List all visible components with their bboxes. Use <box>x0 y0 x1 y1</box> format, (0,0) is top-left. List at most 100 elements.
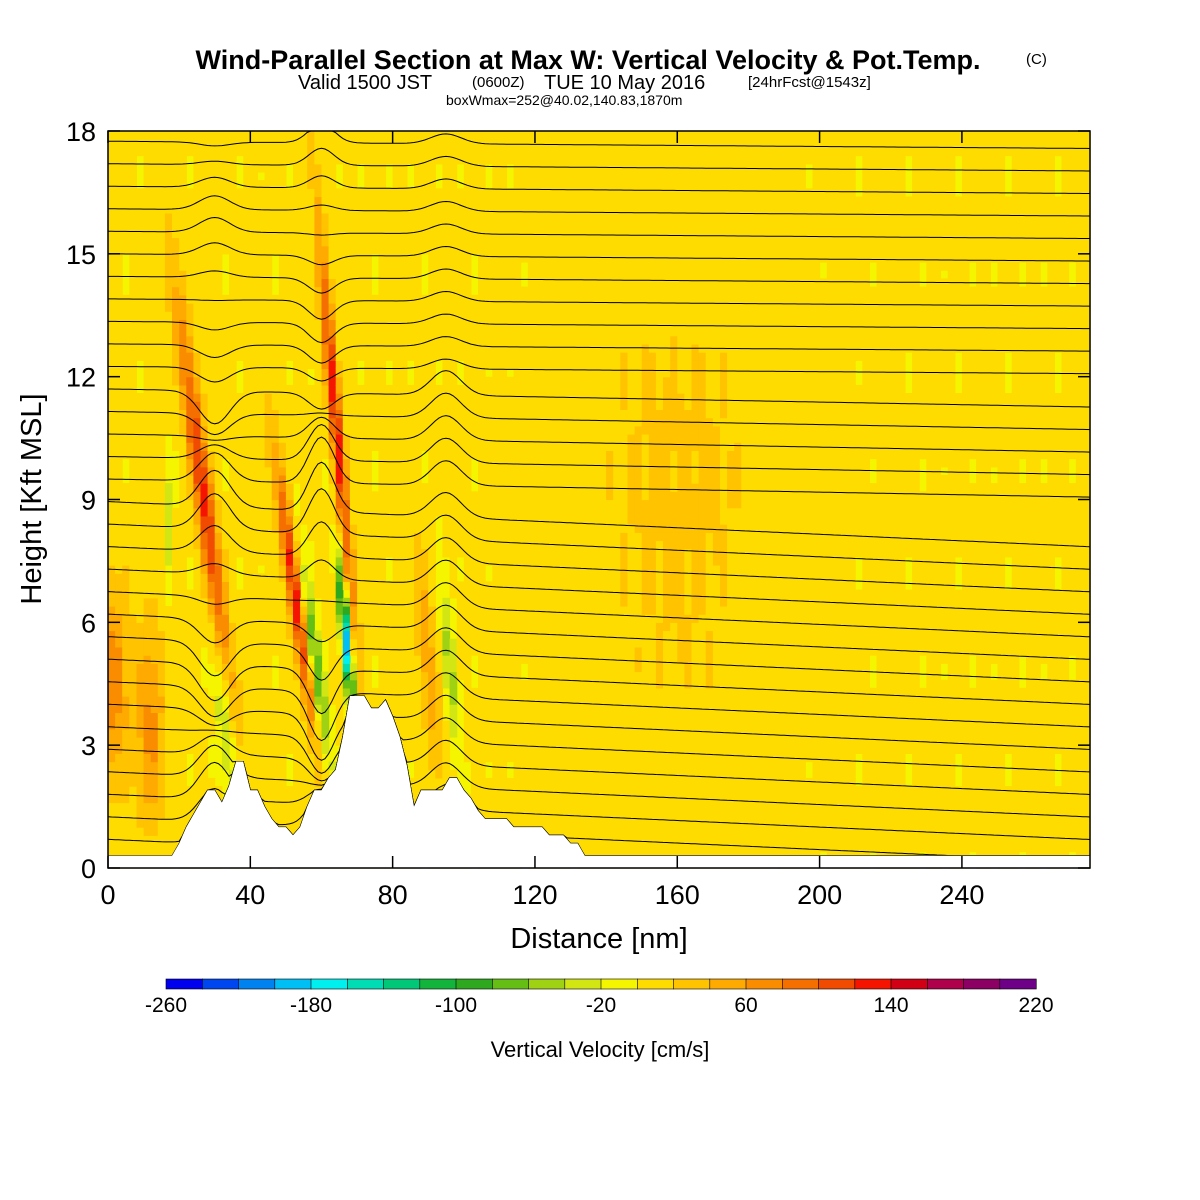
w-cell <box>492 687 500 697</box>
w-cell <box>421 663 429 673</box>
w-cell <box>520 720 529 730</box>
w-cell <box>392 335 401 345</box>
w-cell <box>492 245 500 255</box>
w-cell <box>513 818 522 828</box>
w-cell <box>478 245 486 255</box>
w-cell <box>285 614 294 623</box>
w-cell <box>314 384 323 394</box>
w-cell <box>478 131 486 140</box>
w-cell <box>186 499 194 509</box>
w-cell <box>250 630 258 640</box>
w-cell <box>321 180 330 189</box>
w-cell <box>143 671 152 681</box>
w-cell <box>264 655 273 664</box>
w-cell <box>236 221 244 230</box>
w-cell <box>164 245 173 255</box>
w-cell <box>115 679 123 689</box>
w-cell <box>250 425 258 435</box>
w-cell <box>193 614 202 623</box>
w-cell <box>492 786 500 795</box>
w-cell <box>143 188 152 198</box>
w-cell <box>364 450 372 460</box>
w-cell <box>463 327 472 337</box>
w-cell <box>513 753 522 763</box>
w-cell <box>236 679 244 689</box>
w-cell <box>122 507 130 517</box>
w-cell <box>271 163 280 173</box>
w-cell <box>442 679 451 689</box>
w-cell <box>513 311 522 320</box>
w-cell <box>179 360 187 370</box>
w-cell <box>527 425 536 435</box>
w-cell <box>449 720 458 730</box>
w-cell <box>164 212 173 222</box>
w-cell <box>414 262 422 271</box>
w-cell <box>278 212 287 222</box>
w-cell <box>399 278 408 288</box>
w-cell <box>172 638 180 648</box>
w-cell <box>293 401 301 410</box>
w-cell <box>236 737 244 746</box>
w-cell <box>527 515 536 525</box>
w-cell <box>378 614 387 623</box>
w-cell <box>314 221 323 230</box>
w-cell <box>378 442 387 451</box>
w-cell <box>414 425 422 435</box>
w-cell <box>357 139 365 148</box>
w-cell <box>143 417 152 427</box>
w-cell <box>406 384 415 394</box>
w-cell <box>506 474 515 484</box>
w-cell <box>470 573 479 582</box>
w-cell <box>257 491 266 501</box>
w-cell <box>293 466 301 476</box>
w-cell <box>478 794 486 804</box>
w-cell <box>428 417 436 427</box>
w-cell <box>243 270 251 279</box>
w-cell <box>335 196 344 206</box>
w-cell <box>285 417 294 427</box>
w-cell <box>342 139 351 148</box>
w-cell <box>364 352 372 361</box>
w-cell <box>122 163 130 173</box>
w-cell <box>172 532 180 542</box>
w-cell <box>172 139 180 148</box>
w-cell <box>527 720 536 730</box>
w-cell <box>186 384 194 394</box>
w-cell <box>371 597 379 607</box>
w-cell <box>406 196 415 206</box>
w-cell <box>513 589 522 599</box>
w-cell <box>435 712 443 722</box>
w-cell <box>456 229 465 239</box>
w-cell <box>293 294 301 304</box>
w-cell <box>371 515 379 525</box>
w-cell <box>293 720 301 730</box>
w-cell <box>520 434 529 443</box>
w-cell <box>214 303 223 312</box>
w-cell <box>527 581 536 591</box>
w-cell <box>342 499 351 509</box>
w-cell <box>321 131 330 140</box>
w-cell <box>428 131 436 140</box>
w-cell <box>513 384 522 394</box>
w-cell <box>293 655 301 664</box>
w-cell <box>108 303 116 312</box>
w-cell <box>221 671 230 681</box>
w-cell <box>449 589 458 599</box>
w-cell <box>129 409 137 419</box>
w-cell <box>300 597 308 607</box>
w-cell <box>122 589 130 599</box>
w-cell <box>392 606 401 615</box>
w-cell <box>214 131 223 140</box>
w-cell <box>506 131 515 140</box>
w-cell <box>349 417 358 427</box>
w-cell <box>513 687 522 697</box>
w-cell <box>478 777 486 787</box>
w-cell <box>122 696 130 705</box>
w-cell <box>421 540 429 550</box>
w-cell <box>485 540 493 550</box>
w-cell <box>435 270 443 279</box>
w-cell <box>157 327 166 337</box>
w-cell <box>136 131 145 140</box>
w-cell <box>257 573 266 582</box>
w-cell <box>136 606 145 615</box>
